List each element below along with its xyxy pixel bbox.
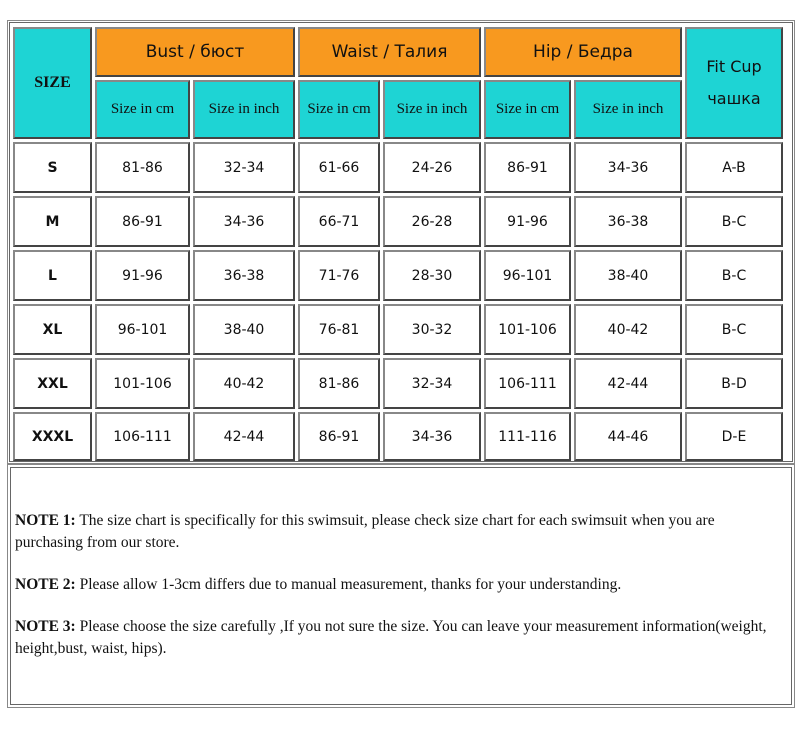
table-cell: 111-116 (484, 412, 571, 461)
table-cell: 30-32 (383, 304, 481, 355)
size-table: SIZE Bust / бюст Waist / Талия Hip / Бед… (10, 24, 786, 464)
table-cell: 96-101 (95, 304, 190, 355)
table-row: S 81-86 32-34 61-66 24-26 86-91 34-36 A-B (13, 142, 783, 193)
table-cell: 32-34 (383, 358, 481, 409)
table-cell: 40-42 (574, 304, 682, 355)
size-label: M (13, 196, 92, 247)
table-cell: 32-34 (193, 142, 295, 193)
table-cell: 42-44 (574, 358, 682, 409)
table-cell: 26-28 (383, 196, 481, 247)
table-cell: 91-96 (484, 196, 571, 247)
note-2: NOTE 2: Please allow 1-3cm differs due t… (15, 576, 622, 593)
table-cell: 36-38 (193, 250, 295, 301)
table-cell: 76-81 (298, 304, 380, 355)
table-row: XXXL 106-111 42-44 86-91 34-36 111-116 44-46 D-… (13, 412, 783, 461)
waist-header: Waist / Талия (298, 27, 481, 77)
bust-header: Bust / бюст (95, 27, 295, 77)
table-cell: 34-36 (193, 196, 295, 247)
table-cell: 86-91 (484, 142, 571, 193)
table-cell: 86-91 (95, 196, 190, 247)
table-cell: 38-40 (574, 250, 682, 301)
table-cell: 24-26 (383, 142, 481, 193)
table-cell: 34-36 (574, 142, 682, 193)
table-cell: 81-86 (95, 142, 190, 193)
size-label: L (13, 250, 92, 301)
subheader: Size in inch (193, 80, 295, 139)
table-cell: 28-30 (383, 250, 481, 301)
fit-cup-header: Fit Cup чашка (685, 27, 783, 139)
table-cell: 71-76 (298, 250, 380, 301)
table-cell: 106-111 (95, 412, 190, 461)
table-cell: B-C (685, 250, 783, 301)
table-cell: 66-71 (298, 196, 380, 247)
table-cell: 101-106 (95, 358, 190, 409)
size-label: S (13, 142, 92, 193)
table-row: XL 96-101 38-40 76-81 30-32 101-106 40-42 B-C (13, 304, 783, 355)
table-row: XXL 101-106 40-42 81-86 32-34 106-111 42-44 B-D (13, 358, 783, 409)
size-label: XXL (13, 358, 92, 409)
table-cell: 40-42 (193, 358, 295, 409)
table-cell: B-C (685, 196, 783, 247)
size-table-frame (7, 20, 795, 464)
table-cell: 42-44 (193, 412, 295, 461)
note-3: NOTE 3: Please choose the size carefully… (15, 618, 767, 657)
notes-box: NOTE 1: The size chart is specifically f… (7, 464, 795, 708)
table-cell: 81-86 (298, 358, 380, 409)
table-cell: 38-40 (193, 304, 295, 355)
table-cell: B-D (685, 358, 783, 409)
table-row: L 91-96 36-38 71-76 28-30 96-101 38-40 B-C (13, 250, 783, 301)
size-label: XXXL (13, 412, 92, 461)
table-cell: 96-101 (484, 250, 571, 301)
subheader: Size in inch (574, 80, 682, 139)
table-cell: 44-46 (574, 412, 682, 461)
subheader: Size in cm (484, 80, 571, 139)
subheader: Size in inch (383, 80, 481, 139)
note-1: NOTE 1: The size chart is specifically f… (15, 512, 715, 551)
table-cell: D-E (685, 412, 783, 461)
subheader: Size in cm (298, 80, 380, 139)
table-cell: 91-96 (95, 250, 190, 301)
subheader: Size in cm (95, 80, 190, 139)
table-cell: 101-106 (484, 304, 571, 355)
table-cell: 86-91 (298, 412, 380, 461)
table-row: M 86-91 34-36 66-71 26-28 91-96 36-38 B-C (13, 196, 783, 247)
table-cell: 34-36 (383, 412, 481, 461)
table-cell: 61-66 (298, 142, 380, 193)
size-label: XL (13, 304, 92, 355)
table-cell: B-C (685, 304, 783, 355)
size-header: SIZE (13, 27, 92, 139)
table-cell: A-B (685, 142, 783, 193)
table-cell: 106-111 (484, 358, 571, 409)
hip-header: Hip / Бедра (484, 27, 682, 77)
table-cell: 36-38 (574, 196, 682, 247)
